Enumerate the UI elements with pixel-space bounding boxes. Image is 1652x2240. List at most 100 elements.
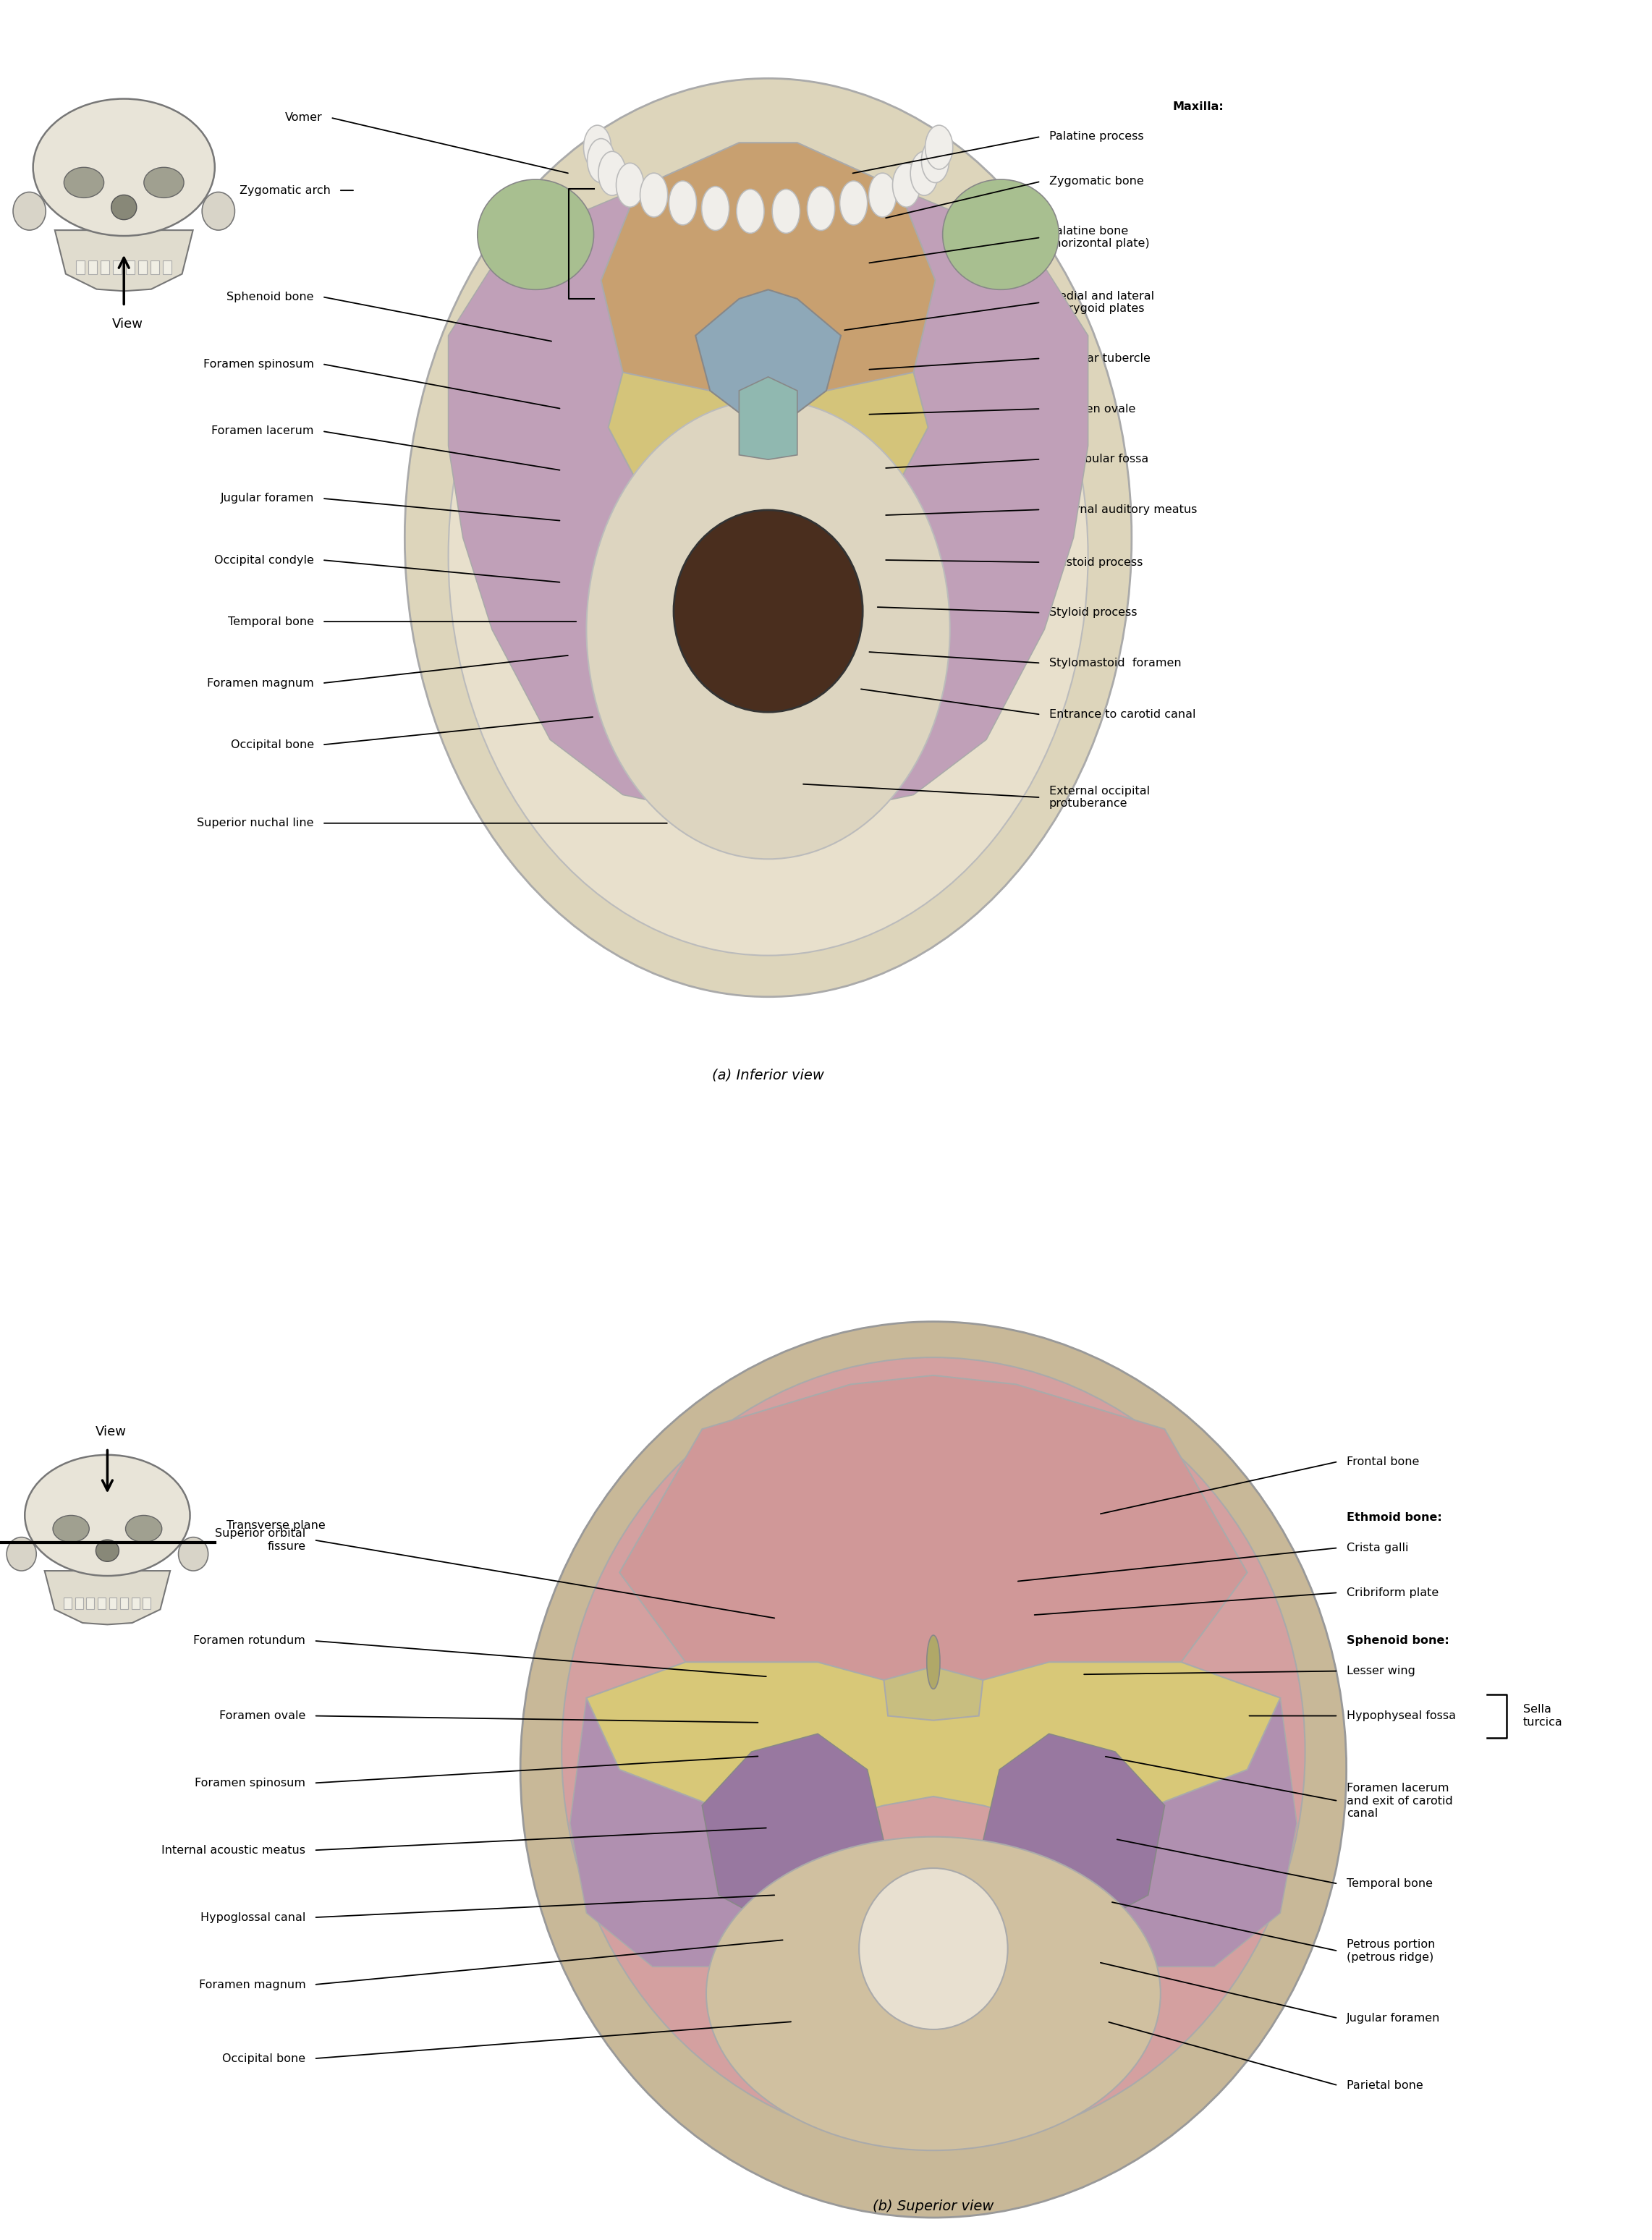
Polygon shape bbox=[586, 1662, 1280, 1823]
Text: Occipital bone: Occipital bone bbox=[231, 739, 314, 750]
Ellipse shape bbox=[616, 164, 644, 206]
Polygon shape bbox=[45, 1570, 170, 1624]
Text: Internal acoustic meatus: Internal acoustic meatus bbox=[162, 1846, 306, 1855]
Polygon shape bbox=[695, 289, 841, 428]
Ellipse shape bbox=[111, 195, 137, 220]
Ellipse shape bbox=[586, 139, 615, 184]
Text: Temporal bone: Temporal bone bbox=[1346, 1879, 1432, 1888]
Polygon shape bbox=[702, 1734, 884, 1931]
Ellipse shape bbox=[707, 1837, 1160, 2150]
Ellipse shape bbox=[669, 181, 697, 224]
Bar bbox=[86, 1597, 94, 1608]
Text: (a) Inferior view: (a) Inferior view bbox=[712, 1068, 824, 1082]
Text: Foramen ovale: Foramen ovale bbox=[220, 1711, 306, 1720]
Text: Palatine process: Palatine process bbox=[1049, 132, 1143, 141]
Bar bbox=[63, 1597, 71, 1608]
Ellipse shape bbox=[598, 152, 626, 195]
Ellipse shape bbox=[771, 188, 800, 233]
Polygon shape bbox=[738, 376, 798, 459]
Text: Jugular foramen: Jugular foramen bbox=[1346, 2014, 1441, 2023]
Bar bbox=[101, 260, 109, 273]
Ellipse shape bbox=[520, 1322, 1346, 2218]
Ellipse shape bbox=[13, 193, 46, 231]
Text: External occipital
protuberance: External occipital protuberance bbox=[1049, 786, 1150, 809]
Text: Petrous portion
(petrous ridge): Petrous portion (petrous ridge) bbox=[1346, 1940, 1436, 1962]
Polygon shape bbox=[570, 1662, 867, 1967]
Polygon shape bbox=[884, 1667, 983, 1720]
Text: Foramen magnum: Foramen magnum bbox=[206, 679, 314, 688]
Polygon shape bbox=[55, 231, 193, 291]
Ellipse shape bbox=[583, 125, 611, 170]
Text: Ethmoid bone:: Ethmoid bone: bbox=[1346, 1512, 1442, 1523]
Ellipse shape bbox=[562, 1357, 1305, 2146]
Bar bbox=[142, 1597, 150, 1608]
Text: Sella
turcica: Sella turcica bbox=[1523, 1705, 1563, 1727]
Polygon shape bbox=[601, 143, 935, 410]
Text: Cribriform plate: Cribriform plate bbox=[1346, 1588, 1439, 1597]
Ellipse shape bbox=[7, 1537, 36, 1570]
Bar bbox=[126, 260, 134, 273]
Text: Superior nuchal line: Superior nuchal line bbox=[197, 818, 314, 829]
Polygon shape bbox=[620, 1375, 1247, 1707]
Bar bbox=[164, 260, 172, 273]
Ellipse shape bbox=[702, 186, 729, 231]
Polygon shape bbox=[999, 1662, 1297, 1967]
Ellipse shape bbox=[910, 152, 938, 195]
Text: Jugular foramen: Jugular foramen bbox=[220, 493, 314, 504]
Ellipse shape bbox=[674, 511, 862, 712]
Ellipse shape bbox=[586, 399, 950, 858]
Text: Stylomastoid  foramen: Stylomastoid foramen bbox=[1049, 659, 1181, 668]
Text: Zygomatic arch: Zygomatic arch bbox=[240, 186, 330, 195]
Bar bbox=[76, 260, 84, 273]
Bar bbox=[121, 1597, 129, 1608]
Ellipse shape bbox=[448, 157, 1089, 956]
Bar bbox=[139, 260, 147, 273]
Ellipse shape bbox=[144, 168, 183, 197]
Ellipse shape bbox=[927, 1635, 940, 1689]
Text: Frontal bone: Frontal bone bbox=[1346, 1456, 1419, 1467]
Text: Crista galli: Crista galli bbox=[1346, 1543, 1408, 1552]
Ellipse shape bbox=[892, 164, 920, 206]
Bar bbox=[88, 260, 97, 273]
Ellipse shape bbox=[869, 172, 897, 217]
Bar bbox=[150, 260, 159, 273]
Text: Occipital condyle: Occipital condyle bbox=[215, 556, 314, 564]
Bar bbox=[132, 1597, 139, 1608]
Text: View: View bbox=[112, 318, 144, 332]
Text: Entrance to carotid canal: Entrance to carotid canal bbox=[1049, 710, 1196, 719]
Text: Sphenoid bone: Sphenoid bone bbox=[226, 291, 314, 302]
Text: Mandibular fossa: Mandibular fossa bbox=[1049, 455, 1148, 464]
Text: External auditory meatus: External auditory meatus bbox=[1049, 504, 1198, 515]
Ellipse shape bbox=[925, 125, 953, 170]
Text: Parietal bone: Parietal bone bbox=[1346, 2081, 1422, 2090]
Bar bbox=[74, 1597, 83, 1608]
Text: Foramen spinosum: Foramen spinosum bbox=[195, 1779, 306, 1788]
Ellipse shape bbox=[859, 1868, 1008, 2029]
Ellipse shape bbox=[737, 188, 765, 233]
Text: Transverse plane: Transverse plane bbox=[226, 1521, 325, 1530]
Ellipse shape bbox=[126, 1514, 162, 1541]
Bar bbox=[97, 1597, 106, 1608]
Polygon shape bbox=[983, 1734, 1165, 1931]
Ellipse shape bbox=[202, 193, 235, 231]
Text: Foramen lacerum
and exit of carotid
canal: Foramen lacerum and exit of carotid cana… bbox=[1346, 1783, 1452, 1819]
Text: Hypophyseal fossa: Hypophyseal fossa bbox=[1346, 1711, 1455, 1720]
Bar bbox=[109, 1597, 117, 1608]
Text: Medial and lateral
pterygoid plates: Medial and lateral pterygoid plates bbox=[1049, 291, 1155, 314]
Ellipse shape bbox=[33, 99, 215, 235]
Text: Palatine bone
(horizontal plate): Palatine bone (horizontal plate) bbox=[1049, 226, 1150, 249]
Ellipse shape bbox=[53, 1514, 89, 1541]
Text: Lesser wing: Lesser wing bbox=[1346, 1667, 1416, 1676]
Ellipse shape bbox=[943, 179, 1059, 289]
Text: Temporal bone: Temporal bone bbox=[228, 616, 314, 627]
Text: Vomer: Vomer bbox=[284, 112, 322, 123]
Text: Foramen magnum: Foramen magnum bbox=[198, 1980, 306, 1989]
Polygon shape bbox=[448, 188, 753, 813]
Text: Articular tubercle: Articular tubercle bbox=[1049, 354, 1150, 363]
Ellipse shape bbox=[64, 168, 104, 197]
Text: Superior orbital
fissure: Superior orbital fissure bbox=[215, 1528, 306, 1552]
Polygon shape bbox=[608, 372, 928, 529]
Ellipse shape bbox=[808, 186, 834, 231]
Bar bbox=[112, 260, 122, 273]
Ellipse shape bbox=[639, 172, 667, 217]
